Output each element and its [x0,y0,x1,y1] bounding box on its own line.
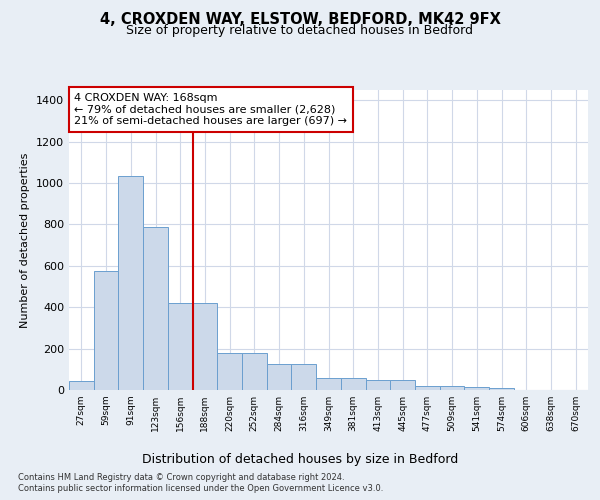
Bar [193,303,217,390]
Text: Contains public sector information licensed under the Open Government Licence v3: Contains public sector information licen… [18,484,383,493]
Bar [143,226,168,390]
Bar [94,271,118,390]
Bar [464,387,489,390]
Bar [217,353,242,390]
Bar [489,388,514,390]
Bar [242,353,267,390]
Bar [365,380,390,390]
Text: 4 CROXDEN WAY: 168sqm
← 79% of detached houses are smaller (2,628)
21% of semi-d: 4 CROXDEN WAY: 168sqm ← 79% of detached … [74,93,347,126]
Bar [390,380,415,390]
Y-axis label: Number of detached properties: Number of detached properties [20,152,31,328]
Text: Contains HM Land Registry data © Crown copyright and database right 2024.: Contains HM Land Registry data © Crown c… [18,472,344,482]
Bar [69,380,94,390]
Bar [316,378,341,390]
Bar [168,303,193,390]
Bar [267,364,292,390]
Bar [440,386,464,390]
Text: 4, CROXDEN WAY, ELSTOW, BEDFORD, MK42 9FX: 4, CROXDEN WAY, ELSTOW, BEDFORD, MK42 9F… [100,12,500,28]
Bar [415,386,440,390]
Bar [292,364,316,390]
Bar [341,378,365,390]
Text: Distribution of detached houses by size in Bedford: Distribution of detached houses by size … [142,452,458,466]
Bar [118,176,143,390]
Text: Size of property relative to detached houses in Bedford: Size of property relative to detached ho… [127,24,473,37]
